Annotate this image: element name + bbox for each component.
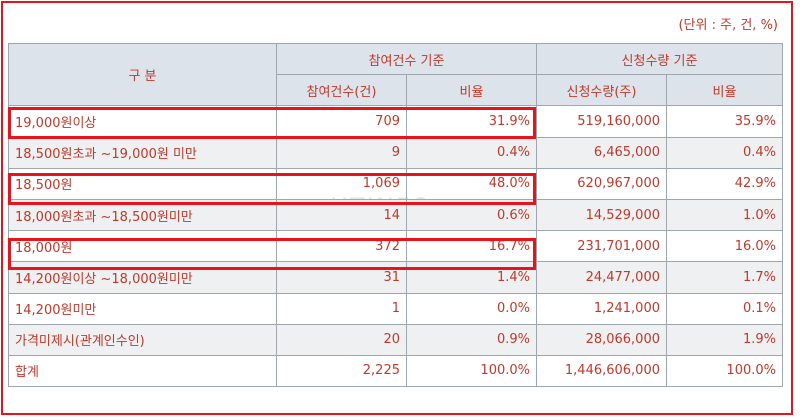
row-label: 18,500원초과 ~19,000원 미만: [8, 136, 277, 169]
row-qty-ratio: 16.0%: [666, 230, 783, 263]
row-count-ratio: 0.6%: [406, 198, 537, 232]
row-qty: 6,465,000: [536, 136, 667, 169]
row-label: 18,000원초과 ~18,500원미만: [8, 198, 277, 232]
total-count: 2,225: [276, 354, 407, 388]
header-group-qty: 신청수량 기준: [536, 42, 783, 76]
row-qty: 620,967,000: [536, 167, 667, 200]
row-count-ratio: 1.4%: [406, 261, 537, 294]
row-qty: 231,701,000: [536, 230, 667, 263]
header-category: 구 분: [8, 42, 277, 107]
row-label: 18,500원: [8, 167, 277, 200]
row-count: 1,069: [276, 167, 407, 200]
row-label: 18,000원: [8, 230, 277, 263]
row-count: 372: [276, 230, 407, 263]
table-row: 19,000원이상 709 31.9% 519,160,000 35.9%: [8, 105, 783, 138]
row-count: 14: [276, 198, 407, 232]
row-count-ratio: 48.0%: [406, 167, 537, 200]
row-count-ratio: 0.0%: [406, 292, 537, 325]
total-qty-ratio: 100.0%: [666, 354, 783, 388]
row-count-ratio: 0.9%: [406, 323, 537, 356]
table-row: 14,200원이상 ~18,000원미만 31 1.4% 24,477,000 …: [8, 261, 783, 294]
table-row: 가격미제시(관계인수인) 20 0.9% 28,066,000 1.9%: [8, 323, 783, 356]
row-qty-ratio: 1.0%: [666, 198, 783, 232]
row-count-ratio: 0.4%: [406, 136, 537, 169]
table-row: 14,200원미만 1 0.0% 1,241,000 0.1%: [8, 292, 783, 325]
row-qty: 24,477,000: [536, 261, 667, 294]
row-qty-ratio: 1.7%: [666, 261, 783, 294]
row-qty-ratio: 0.4%: [666, 136, 783, 169]
row-qty: 14,529,000: [536, 198, 667, 232]
header-count: 참여건수(건): [276, 74, 407, 107]
row-label: 가격미제시(관계인수인): [8, 323, 277, 356]
total-count-ratio: 100.0%: [406, 354, 537, 388]
header-qty: 신청수량(주): [536, 74, 667, 107]
header-group-count: 참여건수 기준: [276, 42, 537, 76]
row-count-ratio: 31.9%: [406, 105, 537, 138]
table-row: 18,000원초과 ~18,500원미만 14 0.6% 14,529,000 …: [8, 198, 783, 232]
row-qty-ratio: 0.1%: [666, 292, 783, 325]
total-label: 합계: [8, 354, 277, 388]
row-count: 709: [276, 105, 407, 138]
table-row: 18,000원 372 16.7% 231,701,000 16.0%: [8, 230, 783, 263]
row-count: 9: [276, 136, 407, 169]
unit-note: (단위 : 주, 건, %): [678, 18, 778, 33]
row-qty: 1,241,000: [536, 292, 667, 325]
row-count-ratio: 16.7%: [406, 230, 537, 263]
header-qty-ratio: 비율: [666, 74, 783, 107]
total-qty: 1,446,606,000: [536, 354, 667, 388]
row-label: 19,000원이상: [8, 105, 277, 138]
table-row: 18,500원초과 ~19,000원 미만 9 0.4% 6,465,000 0…: [8, 136, 783, 169]
demand-forecast-table: 구 분 참여건수 기준 신청수량 기준 참여건수(건) 비율 신청수량(주) 비…: [8, 42, 783, 388]
row-qty-ratio: 42.9%: [666, 167, 783, 200]
row-count: 31: [276, 261, 407, 294]
header-count-ratio: 비율: [406, 74, 537, 107]
row-label: 14,200원미만: [8, 292, 277, 325]
row-label: 14,200원이상 ~18,000원미만: [8, 261, 277, 294]
outer-frame: [1, 1, 793, 415]
row-count: 20: [276, 323, 407, 356]
row-count: 1: [276, 292, 407, 325]
table-row: 18,500원 1,069 48.0% 620,967,000 42.9%: [8, 167, 783, 200]
row-qty: 519,160,000: [536, 105, 667, 138]
total-row: 합계 2,225 100.0% 1,446,606,000 100.0%: [8, 354, 783, 388]
row-qty: 28,066,000: [536, 323, 667, 356]
row-qty-ratio: 1.9%: [666, 323, 783, 356]
row-qty-ratio: 35.9%: [666, 105, 783, 138]
